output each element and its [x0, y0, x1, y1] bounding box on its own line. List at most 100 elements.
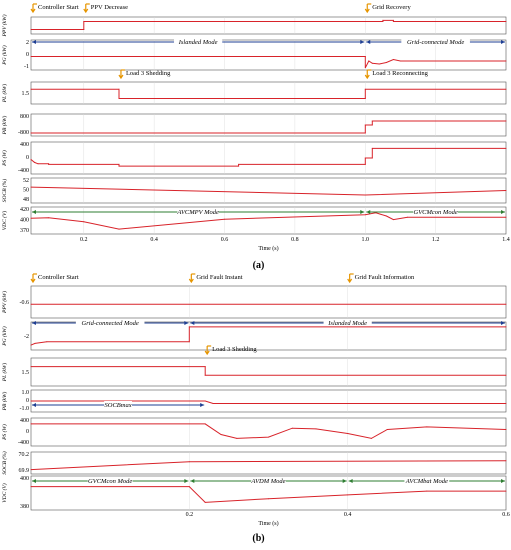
- series-point: [378, 63, 380, 65]
- series-point: [37, 163, 39, 165]
- series-point: [382, 19, 384, 21]
- series-point: [505, 490, 507, 492]
- y-tick-label: -800: [18, 130, 29, 136]
- series-point: [30, 29, 32, 30]
- x-tick-label: 0.6: [221, 237, 229, 243]
- x-axis-label: Time (s): [258, 245, 278, 252]
- y-tick-label: 370: [20, 228, 29, 234]
- series-point: [34, 161, 35, 163]
- event-label: Grid Recovery: [372, 4, 411, 11]
- series-point: [30, 469, 32, 471]
- y-tick-label: 400: [20, 476, 29, 482]
- series-point: [83, 221, 85, 223]
- series-point: [426, 426, 428, 428]
- y-tick-label: 400: [20, 418, 29, 424]
- series-point: [364, 124, 366, 126]
- event-arrow-icon: [364, 70, 370, 80]
- series-point: [505, 216, 507, 218]
- y-tick-label: 48: [23, 197, 29, 203]
- panel-frame: [30, 357, 507, 387]
- x-tick-label: 0.4: [344, 512, 352, 518]
- y-tick-label: -2: [24, 334, 29, 340]
- panel-3: PL (kW) 1.5: [1, 81, 507, 105]
- series-point: [505, 374, 507, 376]
- figure-caption: (b): [252, 533, 264, 544]
- panel-2: PG (kW) -2 Grid-connected Mode Islanded Mod…: [1, 319, 507, 351]
- series-point: [505, 403, 507, 404]
- panel-6: SOCB (%) 52 50 48: [1, 177, 507, 204]
- event-annotation: Grid Fault Information: [347, 273, 415, 284]
- y-tick-label: 70.2: [19, 452, 30, 458]
- series-point: [83, 29, 85, 30]
- event-label: PPV Decrease: [91, 4, 128, 11]
- panel-frame: [30, 81, 507, 105]
- mode-label: AVCMbat Mode: [405, 478, 448, 485]
- panel-frame: [30, 417, 507, 447]
- series-point: [386, 429, 388, 430]
- series-point: [268, 436, 269, 438]
- series-point: [30, 400, 32, 402]
- mode-arrowhead-right: [501, 40, 505, 44]
- event-arrow-icon: [204, 346, 210, 356]
- mode-label: SOCBmax: [105, 402, 132, 409]
- series-line: [31, 88, 506, 99]
- y-tick-label: -400: [18, 440, 29, 446]
- panel-frame: [30, 141, 507, 175]
- series-point: [30, 486, 32, 488]
- series-line: [30, 147, 506, 167]
- mode-arrowhead-right: [360, 40, 365, 44]
- event-label: Controller Start: [38, 4, 79, 11]
- panel-frame: [30, 113, 507, 137]
- event-annotation: Load 3 Reconnecting: [364, 69, 429, 80]
- mode-arrowhead-left: [190, 321, 195, 325]
- mode-label-bg: [251, 477, 286, 484]
- series-point: [30, 159, 32, 160]
- series-point: [505, 88, 507, 90]
- series-point: [364, 132, 366, 134]
- y-axis-label: PG (kW): [1, 326, 8, 347]
- series-point: [505, 429, 507, 430]
- series-point: [188, 461, 190, 463]
- series-point: [118, 163, 120, 165]
- mode-arrowhead-right: [501, 210, 505, 214]
- series-point: [392, 19, 394, 21]
- event-label: Grid Fault Information: [355, 274, 415, 281]
- series-point: [371, 120, 373, 122]
- panel-frame: [30, 285, 507, 319]
- mode-arrowhead-right: [184, 321, 189, 325]
- y-axis-label: SOCB (%): [1, 179, 8, 203]
- series-point: [392, 59, 394, 60]
- y-axis-label: PS (W): [1, 150, 8, 167]
- y-axis-label: PB (kW): [1, 115, 8, 135]
- event-label: Grid Fault Instant: [196, 274, 242, 281]
- series-point: [48, 217, 50, 219]
- panel-frame: [30, 177, 507, 204]
- mode-label-bg: [323, 319, 372, 326]
- mode-label: Islanded Mode: [327, 320, 367, 327]
- mode-label-bg: [75, 319, 145, 326]
- y-axis-label: PS (W): [1, 424, 8, 441]
- y-axis-label: PPV (kW): [1, 291, 8, 314]
- series-point: [291, 427, 293, 429]
- series-point: [364, 67, 366, 69]
- series-line: [30, 326, 506, 346]
- series-point: [505, 21, 507, 22]
- series-point: [426, 490, 428, 492]
- series-point: [118, 228, 120, 230]
- y-tick-label: 69.9: [19, 468, 30, 474]
- series-point: [204, 501, 206, 503]
- series-point: [30, 366, 32, 368]
- y-tick-label: -1: [24, 64, 29, 70]
- series-point: [364, 98, 366, 99]
- series-point: [371, 62, 373, 64]
- event-arrow-icon: [30, 274, 36, 284]
- panel-frame: [30, 16, 507, 35]
- y-axis-label: PPV (kW): [1, 14, 8, 37]
- series-point: [224, 218, 225, 220]
- mode-label-bg: [404, 477, 450, 484]
- series-point: [505, 120, 507, 122]
- series-point: [46, 341, 48, 343]
- event-arrow-icon: [83, 4, 89, 14]
- series-point: [118, 98, 120, 99]
- mode-arrowhead-right: [501, 321, 505, 325]
